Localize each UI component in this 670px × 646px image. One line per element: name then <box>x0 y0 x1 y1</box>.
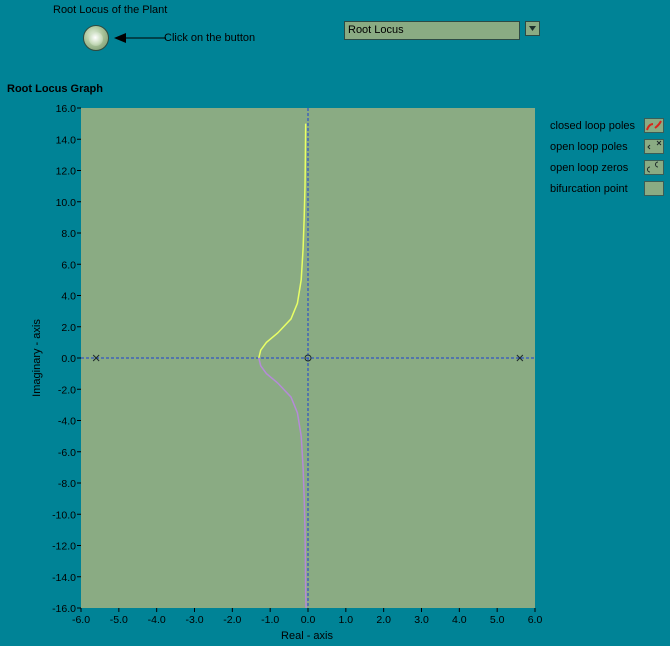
x-axis-label: Real - axis <box>281 630 333 642</box>
y-tick-label: 8.0 <box>61 228 76 240</box>
dropdown-button[interactable] <box>525 21 540 36</box>
plot-root-locus-button[interactable] <box>83 25 109 51</box>
x-tick-label: 3.0 <box>414 614 429 626</box>
locus-branch-upper <box>258 123 307 359</box>
y-tick-label: -10.0 <box>52 509 76 521</box>
open-loop-pole-marker <box>92 354 100 362</box>
x-tick-label: 6.0 <box>528 614 543 626</box>
y-tick-label: 10.0 <box>56 197 77 209</box>
open-loop-zeros-icon[interactable] <box>644 160 664 175</box>
y-tick-label: 6.0 <box>61 259 76 271</box>
x-tick-label: -4.0 <box>148 614 166 626</box>
closed-loop-poles-icon[interactable] <box>644 118 664 133</box>
x-tick-label: 5.0 <box>490 614 505 626</box>
x-tick-label: -5.0 <box>110 614 128 626</box>
y-tick-label: 0.0 <box>61 353 76 365</box>
x-tick-label: 0.0 <box>301 614 316 626</box>
locus-branch-lower <box>258 357 307 609</box>
button-highlight <box>89 32 103 46</box>
x-tick-label: -1.0 <box>261 614 279 626</box>
y-tick-label: -4.0 <box>58 416 76 428</box>
x-tick-label: -3.0 <box>185 614 203 626</box>
y-axis-label: Imaginary - axis <box>31 319 43 397</box>
x-tick-label: 4.0 <box>452 614 467 626</box>
y-tick-label: -16.0 <box>52 603 76 615</box>
y-tick-label: -8.0 <box>58 478 76 490</box>
open-loop-poles-icon[interactable] <box>644 139 664 154</box>
button-hint: Click on the button <box>164 32 256 44</box>
y-tick-label: 2.0 <box>61 322 76 334</box>
legend-label-bifurcation-point: bifurcation point <box>550 183 628 195</box>
legend-label-open-loop-poles: open loop poles <box>550 141 628 153</box>
open-loop-zero-marker <box>304 354 312 362</box>
plot-mode-select[interactable]: Root Locus <box>344 21 520 40</box>
x-tick-label: -6.0 <box>72 614 90 626</box>
legend-label-closed-loop-poles: closed loop poles <box>550 120 636 132</box>
y-tick-label: -14.0 <box>52 572 76 584</box>
chevron-down-icon <box>529 26 536 31</box>
y-tick-label: 12.0 <box>56 166 77 178</box>
y-tick-label: 16.0 <box>56 103 77 115</box>
y-tick-label: -2.0 <box>58 384 76 396</box>
x-tick-label: 1.0 <box>339 614 354 626</box>
bifurcation-point-icon[interactable] <box>644 181 664 196</box>
arrow-left-icon <box>114 33 166 43</box>
x-tick-label: 2.0 <box>376 614 391 626</box>
y-tick-label: -6.0 <box>58 447 76 459</box>
plot-area <box>81 108 535 608</box>
plant-title: Root Locus of the Plant <box>53 4 168 16</box>
y-tick-label: -12.0 <box>52 541 76 553</box>
y-tick-label: 4.0 <box>61 291 76 303</box>
legend-label-open-loop-zeros: open loop zeros <box>550 162 629 174</box>
x-tick-label: -2.0 <box>223 614 241 626</box>
graph-title: Root Locus Graph <box>7 83 103 95</box>
y-tick-label: 14.0 <box>56 134 77 146</box>
open-loop-pole-marker <box>516 354 524 362</box>
